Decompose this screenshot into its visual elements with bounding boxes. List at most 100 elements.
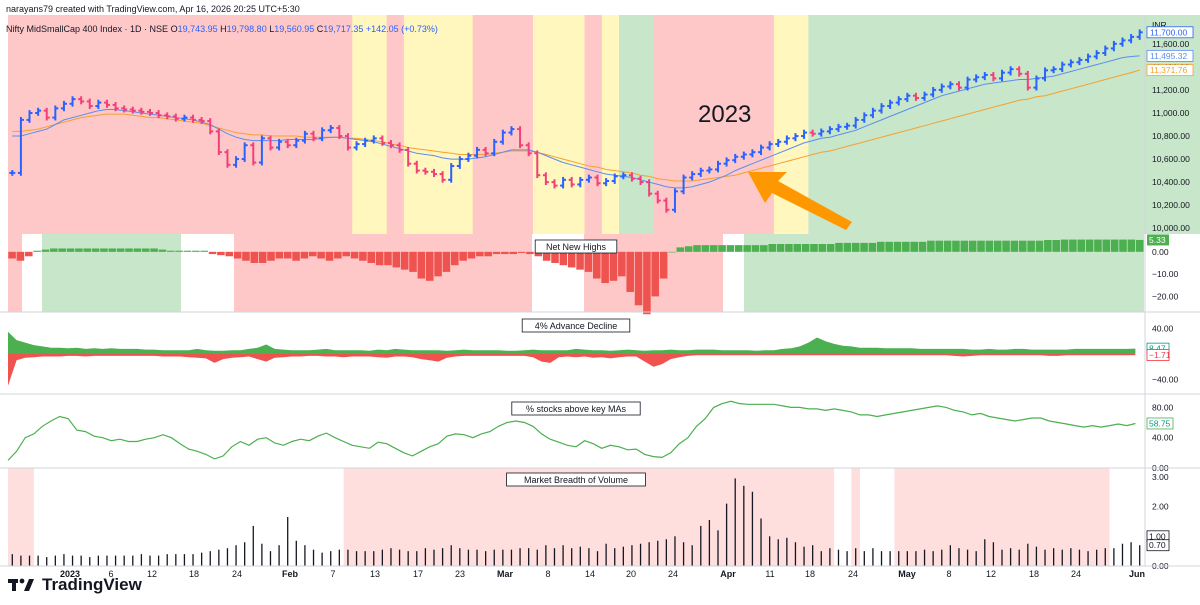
nnh-bar	[1035, 240, 1044, 252]
nnh-bar	[952, 240, 960, 252]
vol-title: Market Breadth of Volume	[524, 475, 628, 485]
nnh-bar	[33, 250, 41, 252]
nnh-bar	[175, 250, 183, 252]
ohlc-bar	[422, 167, 429, 175]
nnh-bar	[25, 251, 33, 257]
ohlc-bar	[620, 172, 627, 180]
nnh-bar	[993, 240, 1002, 252]
ohlc-bar	[551, 179, 558, 189]
x-tick-label: Mar	[497, 569, 514, 579]
ohlc-bar	[233, 156, 240, 168]
ohlc-bar	[999, 69, 1005, 82]
nnh-bar	[927, 240, 935, 252]
x-tick-label: Apr	[720, 569, 736, 579]
x-tick-label: 7	[330, 569, 335, 579]
nnh-bar	[492, 251, 501, 255]
nnh-bar	[292, 251, 300, 261]
ohlc-bar	[525, 142, 532, 157]
nnh-bar	[618, 251, 626, 277]
price-last-badge	[1146, 26, 1194, 39]
ohlc-bar	[1016, 66, 1023, 77]
ohlc-bar	[181, 114, 188, 122]
nnh-bar	[793, 244, 802, 252]
ohlc-bar	[387, 140, 394, 149]
ohlc-bar	[379, 135, 386, 146]
nnh-bar	[851, 242, 860, 252]
ohlc-bar	[801, 129, 808, 139]
nnh-bar	[868, 242, 877, 252]
nnh-bar	[258, 251, 267, 263]
price-tick-label: 11,200.00	[1152, 85, 1189, 95]
ohlc-bar	[198, 117, 205, 124]
nnh-bar	[768, 244, 776, 252]
vol-zone	[8, 468, 34, 566]
ohlc-bar	[697, 167, 704, 177]
nnh-bar	[476, 251, 484, 257]
ohlc-bar	[439, 171, 446, 183]
nnh-bar	[1077, 239, 1086, 252]
nnh-bar	[233, 251, 242, 259]
tradingview-logo: TradingView	[8, 575, 142, 595]
ohlc-bar	[396, 142, 403, 153]
nnh-bar	[943, 240, 952, 252]
nnh-bar	[676, 247, 685, 252]
x-tick-label: 12	[986, 569, 996, 579]
nnh-bar	[242, 251, 250, 261]
ohlc-bar	[973, 74, 980, 83]
nnh-bar	[425, 251, 434, 281]
nnh-bar	[225, 251, 234, 257]
price-zone	[808, 15, 1200, 234]
ohlc-bar	[258, 135, 265, 166]
ohlc-bar	[499, 129, 506, 145]
nnh-bar	[1002, 240, 1010, 252]
ohlc-bar	[577, 176, 584, 188]
nnh-bar	[66, 248, 75, 252]
ohlc-bar	[26, 110, 33, 123]
ma-tick-label: 40.00	[1152, 433, 1174, 443]
ohlc-bar	[715, 160, 721, 173]
x-tick-label: 14	[585, 569, 595, 579]
ohlc-bar	[878, 103, 885, 114]
vol-last-label: 1.00	[1149, 531, 1166, 541]
nnh-bar	[776, 244, 785, 252]
nnh-bar	[634, 251, 643, 306]
nnh-bar	[601, 251, 609, 284]
attribution-text: narayans79 created with TradingView.com,…	[6, 4, 300, 14]
ad-last-label: 8.47	[1149, 344, 1166, 354]
ad-last-label: −1.71	[1149, 350, 1171, 360]
ohlc-bar	[370, 135, 377, 144]
ohlc-bar	[344, 133, 351, 151]
nnh-bar	[1069, 239, 1077, 252]
ohlc-bar	[792, 133, 799, 142]
nnh-bar	[309, 251, 317, 257]
nnh-bar	[451, 251, 459, 266]
ma-title: % stocks above key MAs	[526, 404, 627, 414]
ohlc-bar	[1110, 40, 1117, 52]
ohlc-bar	[310, 130, 317, 142]
ohlc-bar	[1085, 53, 1092, 63]
ohlc-bar	[1119, 37, 1126, 47]
ohlc-bar	[1033, 75, 1040, 91]
nnh-title-box	[534, 239, 618, 254]
ohlc-bar	[981, 72, 988, 81]
nnh-bar	[125, 248, 133, 252]
ohlc-bar	[732, 153, 739, 164]
ohlc-bar	[904, 92, 911, 103]
nnh-bar	[718, 245, 726, 252]
nnh-tick-label: 0.00	[1152, 247, 1169, 257]
ma-title-box	[511, 401, 641, 416]
ad-title: 4% Advance Decline	[535, 321, 618, 331]
nnh-bar	[417, 251, 426, 279]
nnh-bar	[467, 251, 476, 259]
nnh-bar	[267, 251, 275, 261]
nnh-bar	[760, 245, 768, 252]
ohlc-bar	[560, 176, 567, 189]
price-tick-label: 10,800.00	[1152, 131, 1190, 141]
ohlc-bar	[955, 81, 962, 91]
nnh-bar	[910, 241, 918, 252]
x-tick-label: 18	[805, 569, 815, 579]
high-value: 19,798.80	[226, 24, 267, 34]
ma-slow-line	[12, 69, 1140, 182]
ohlc-bar	[990, 72, 997, 82]
